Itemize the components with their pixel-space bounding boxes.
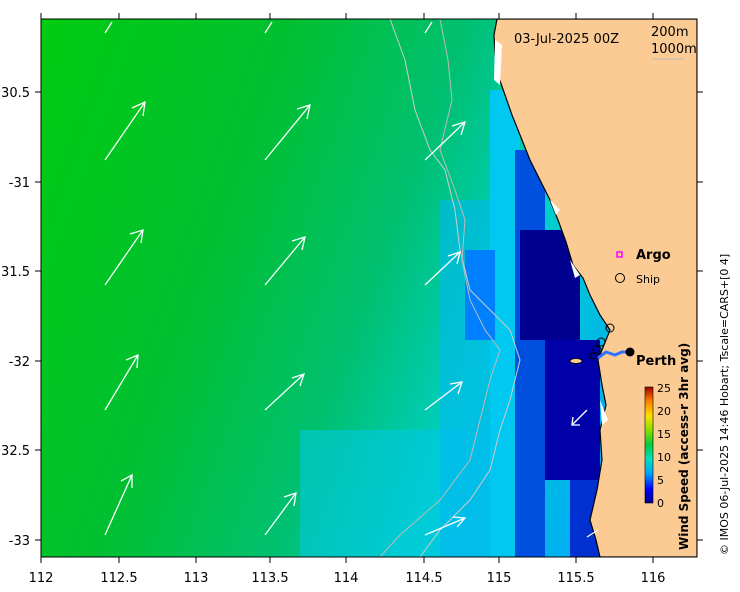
wind-arrow — [264, 236, 306, 286]
estuary — [550, 200, 560, 215]
wind-arrow — [586, 529, 599, 538]
ship-marker — [589, 352, 597, 360]
plot-frame — [40, 18, 698, 558]
y-tick-label: -32 — [9, 355, 30, 370]
wind-arrow — [264, 372, 306, 411]
wind-arrow — [424, 381, 463, 411]
y-axis-labels: 30.5 -31 31.5 -32 32.5 -33 — [1, 86, 30, 549]
ship-marker — [596, 337, 606, 347]
argo-legend-label: Argo — [636, 248, 671, 263]
y-tick-label: -33 — [9, 534, 30, 549]
y-tick-label: -31 — [9, 176, 30, 191]
colorbar-tick: 0 — [657, 497, 664, 510]
river — [597, 350, 630, 360]
wind-arrow — [424, 251, 461, 286]
wind-arrow — [264, 492, 297, 536]
y-tick-label: 30.5 — [1, 86, 30, 101]
wind-arrow — [424, 121, 466, 161]
wind-field-nearshore-2 — [465, 250, 495, 340]
plot-area — [41, 19, 697, 557]
contour-label-1000m: 1000m — [651, 42, 697, 57]
wind-arrow — [104, 100, 146, 161]
estuary — [494, 40, 502, 85]
perth-marker — [625, 347, 635, 357]
colorbar-label: Wind Speed (access-r 3hr avg) — [677, 343, 691, 550]
wind-arrow — [264, 104, 311, 161]
colorbar — [644, 386, 654, 504]
wind-arrow — [424, 21, 433, 34]
colorbar-tick: 20 — [657, 405, 671, 418]
wind-arrow — [104, 229, 144, 286]
x-axis-labels: 112 112.5 113 113.5 114 114.5 115 115.5 … — [29, 571, 666, 586]
x-tick-label: 113 — [184, 571, 209, 586]
x-axis — [40, 557, 654, 563]
wind-field-nearshore-3 — [515, 150, 545, 557]
ship-marker — [605, 323, 615, 333]
wind-arrow — [424, 516, 467, 536]
x-tick-label: 112 — [29, 571, 54, 586]
x-tick-label: 112.5 — [100, 571, 137, 586]
y-tick-label: 31.5 — [1, 265, 30, 280]
colorbar-tick: 5 — [657, 474, 664, 487]
map-date: 03-Jul-2025 00Z — [514, 32, 619, 47]
contour-200m — [389, 19, 521, 557]
ship-legend-icon — [615, 273, 625, 283]
wind-arrow — [264, 21, 273, 34]
colorbar-tick: 10 — [657, 451, 671, 464]
argo-legend-icon — [616, 251, 623, 258]
x-tick-label: 116 — [641, 571, 666, 586]
estuary — [570, 260, 580, 278]
wind-arrow — [104, 353, 139, 411]
x-tick-label: 114.5 — [405, 571, 442, 586]
contour-1000m — [379, 19, 501, 557]
ship-legend-label: Ship — [636, 273, 660, 286]
credit-text: © IMOS 06-Jul-2025 14:46 Hobart; Tscale=… — [718, 254, 731, 555]
x-tick-label: 113.5 — [251, 571, 288, 586]
ship-track — [589, 323, 615, 360]
ship-marker — [592, 345, 602, 355]
rottnest-island — [569, 358, 583, 364]
colorbar-ticks: 0 5 10 15 20 25 — [657, 382, 671, 510]
estuary — [600, 400, 608, 425]
colorbar-tick: 25 — [657, 382, 671, 395]
y-tick-label: 32.5 — [1, 444, 30, 459]
x-tick-label: 114 — [334, 571, 359, 586]
wind-arrow — [104, 21, 113, 34]
colorbar-tick: 15 — [657, 428, 671, 441]
city-label: Perth — [636, 354, 676, 369]
contour-label-200m: 200m — [651, 25, 688, 40]
y-axis — [35, 13, 703, 541]
x-tick-label: 115.5 — [557, 571, 594, 586]
wind-arrow — [571, 409, 588, 426]
wind-arrows — [104, 21, 599, 538]
wind-arrow — [104, 473, 133, 536]
x-tick-label: 115 — [487, 571, 512, 586]
